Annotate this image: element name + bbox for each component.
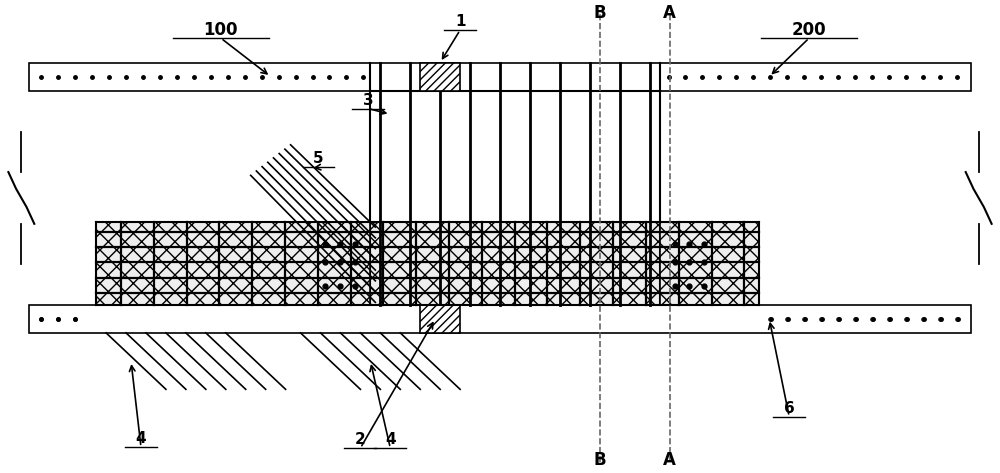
Text: 1: 1 bbox=[455, 14, 465, 29]
Text: B: B bbox=[593, 451, 606, 469]
Bar bbox=[420, 305, 460, 333]
Text: A: A bbox=[663, 4, 676, 22]
Bar bbox=[370, 91, 660, 222]
Bar bbox=[96, 222, 370, 305]
Text: A: A bbox=[663, 451, 676, 469]
Text: 6: 6 bbox=[784, 401, 795, 416]
Text: 2: 2 bbox=[355, 432, 366, 447]
Text: 100: 100 bbox=[204, 21, 238, 39]
Text: 200: 200 bbox=[792, 21, 826, 39]
Bar bbox=[370, 222, 660, 305]
Text: 4: 4 bbox=[136, 431, 146, 446]
Bar bbox=[660, 222, 759, 305]
Text: 3: 3 bbox=[363, 93, 374, 108]
Text: B: B bbox=[593, 4, 606, 22]
Text: 5: 5 bbox=[313, 151, 324, 166]
Bar bbox=[420, 62, 460, 91]
Bar bbox=[29, 305, 971, 333]
Bar bbox=[29, 62, 971, 91]
Text: 4: 4 bbox=[385, 432, 396, 447]
